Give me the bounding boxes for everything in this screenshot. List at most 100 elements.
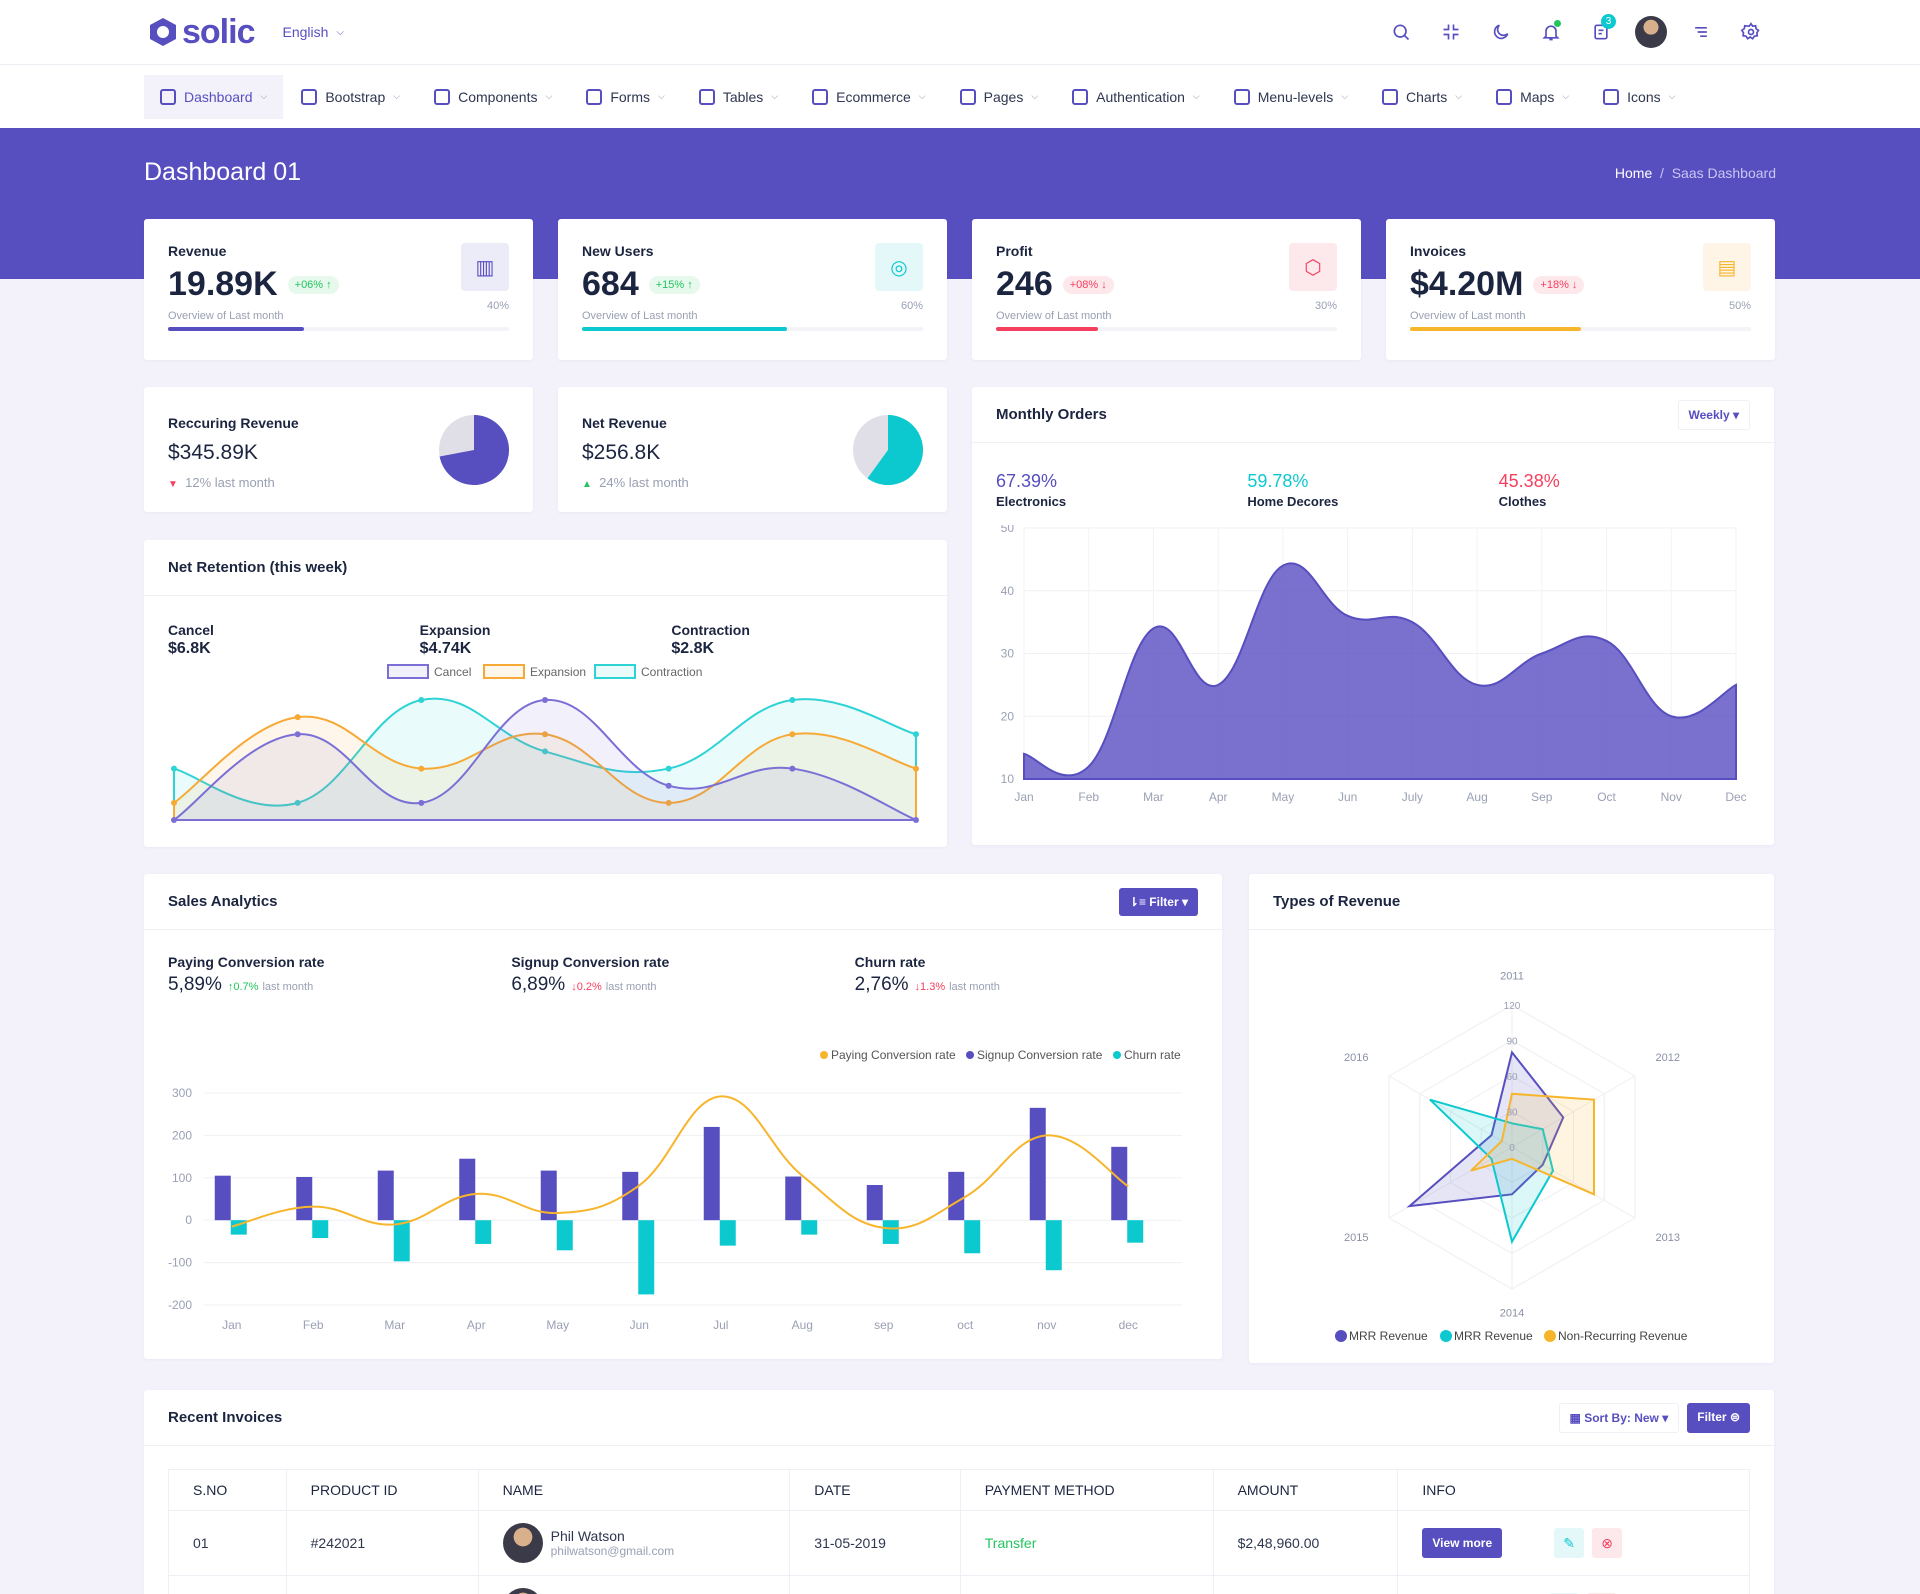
net-retention-card: Net Retention (this week) Cancel $6.8K Exp… bbox=[144, 540, 947, 847]
x-tick-label: Aug bbox=[1466, 790, 1487, 804]
legend-label: Signup Conversion rate bbox=[977, 1048, 1103, 1062]
x-tick-label: Jun bbox=[1338, 790, 1357, 804]
nav-icons[interactable]: Icons ⌵ bbox=[1587, 75, 1691, 119]
view-more-button[interactable]: View more bbox=[1422, 1528, 1503, 1558]
data-point bbox=[913, 765, 919, 772]
nav-dashboard[interactable]: Dashboard ⌵ bbox=[144, 74, 284, 119]
nav-charts[interactable]: Charts ⌵ bbox=[1366, 75, 1478, 119]
stat-caption: Overview of Last month bbox=[582, 310, 698, 322]
stat-value: 684 bbox=[582, 265, 639, 303]
data-point bbox=[171, 765, 177, 772]
x-tick-label: Sep bbox=[1531, 790, 1553, 804]
types-of-revenue-card: Types of Revenue 2011 2012 2013 2014 2015 201… bbox=[1249, 874, 1774, 1363]
nav-bootstrap[interactable]: Bootstrap ⌵ bbox=[285, 75, 416, 119]
bar-churn-rate bbox=[882, 1220, 899, 1244]
dark-mode-button[interactable] bbox=[1476, 12, 1526, 52]
cell-info: View more ✎ ⊗ bbox=[1397, 1510, 1750, 1576]
data-point bbox=[542, 697, 548, 703]
language-selector[interactable]: English ⌵ bbox=[282, 24, 344, 40]
user-menu[interactable] bbox=[1626, 12, 1676, 52]
legend-label: MRR Revenue bbox=[1454, 1329, 1533, 1343]
monthly-orders-card: Monthly Orders Weekly ▾ 67.39% Electronics… bbox=[972, 387, 1774, 845]
kpi-change: ↑0.7% bbox=[227, 981, 259, 993]
nav-forms[interactable]: Forms ⌵ bbox=[570, 75, 681, 119]
nav-tables[interactable]: Tables ⌵ bbox=[683, 75, 794, 119]
card-value: $256.8K bbox=[582, 441, 661, 464]
y-tick-label: 100 bbox=[172, 1171, 192, 1185]
column-header: PRODUCT ID bbox=[285, 1469, 479, 1511]
nav-label: Pages bbox=[983, 88, 1024, 105]
brand-logo[interactable]: solic bbox=[148, 13, 255, 52]
kpi-item: 59.78% Home Decores bbox=[1247, 467, 1498, 509]
search-button[interactable] bbox=[1376, 12, 1426, 52]
sales-analytics-card: Sales Analytics ⇂≡ Filter ▾ Paying Conver… bbox=[144, 874, 1222, 1359]
nav-authentication[interactable]: Authentication ⌵ bbox=[1056, 75, 1216, 119]
card-value: $345.89K bbox=[168, 441, 258, 464]
x-tick-label: Jan bbox=[222, 1318, 241, 1332]
kpi-label: Clothes bbox=[1498, 494, 1547, 509]
kpi-item: Expansion $4.74K bbox=[420, 622, 672, 658]
cell-product-id bbox=[285, 1575, 479, 1594]
stat-card-profit: Profit 246 +08% ↓ Overview of Last month 30%… bbox=[972, 219, 1361, 360]
column-header: NAME bbox=[477, 1469, 791, 1511]
radar-tick-label: 60 bbox=[1506, 1072, 1518, 1083]
kpi-label: Electronics bbox=[996, 494, 1067, 509]
messages-button[interactable]: 3 bbox=[1576, 12, 1626, 52]
stat-label: Profit bbox=[996, 243, 1033, 259]
x-tick-label: Oct bbox=[1597, 790, 1616, 804]
box-icon: ⬡ bbox=[1289, 243, 1337, 291]
fullscreen-button[interactable] bbox=[1426, 12, 1476, 52]
x-tick-label: Jul bbox=[713, 1318, 728, 1332]
edit-icon[interactable]: ✎ bbox=[1554, 1528, 1585, 1558]
note-icon bbox=[1594, 24, 1608, 40]
chevron-down-icon: ⌵ bbox=[545, 91, 553, 101]
nav-components[interactable]: Components ⌵ bbox=[418, 75, 568, 119]
cell-date bbox=[789, 1575, 961, 1594]
bar-churn-rate bbox=[1127, 1220, 1144, 1243]
legend-swatch bbox=[483, 664, 525, 679]
nav-label: Dashboard bbox=[184, 88, 253, 105]
recurring-revenue-card: Reccuring Revenue $345.89K ▼ 12% last mo… bbox=[144, 387, 533, 512]
nav-ecommerce[interactable]: Ecommerce ⌵ bbox=[796, 75, 942, 119]
nav-label: Forms bbox=[610, 88, 650, 105]
legend-label: MRR Revenue bbox=[1349, 1329, 1428, 1343]
filter-button[interactable]: ⇂≡ Filter ▾ bbox=[1118, 887, 1198, 916]
nav-label: Bootstrap bbox=[325, 88, 386, 105]
delete-icon[interactable]: ⊗ bbox=[1592, 1528, 1623, 1558]
dashboard-icon bbox=[160, 88, 176, 105]
nav-label: Icons bbox=[1627, 88, 1661, 105]
y-tick-label: 0 bbox=[185, 1213, 192, 1227]
cell-payment-method bbox=[959, 1575, 1214, 1594]
breadcrumb-home[interactable]: Home bbox=[1614, 164, 1653, 181]
change-badge: +15% ↑ bbox=[648, 275, 700, 294]
pie-slice-value bbox=[867, 415, 923, 485]
nav-label: Charts bbox=[1406, 88, 1448, 105]
card-title: Net Retention (this week) bbox=[168, 559, 348, 576]
legend-label: Expansion bbox=[530, 665, 586, 679]
weekly-dropdown[interactable]: Weekly ▾ bbox=[1677, 399, 1750, 430]
stat-caption: Overview of Last month bbox=[168, 310, 284, 322]
customer-name: Phil Watson bbox=[550, 1528, 625, 1544]
card-title: Types of Revenue bbox=[1273, 893, 1401, 910]
kpi-suffix: last month bbox=[949, 981, 1000, 993]
sort-dropdown[interactable]: ▦ Sort By: New ▾ bbox=[1558, 1402, 1680, 1433]
settings-button[interactable] bbox=[1726, 12, 1776, 52]
notification-dot bbox=[1554, 20, 1561, 27]
x-tick-label: Feb bbox=[1078, 790, 1099, 804]
nav-menu-levels[interactable]: Menu-levels ⌵ bbox=[1218, 75, 1364, 119]
bar-churn-rate bbox=[475, 1220, 492, 1244]
menu-button[interactable] bbox=[1676, 12, 1726, 52]
menu-lines-icon bbox=[1695, 27, 1707, 37]
stat-percent: 50% bbox=[1728, 300, 1751, 312]
nav-maps[interactable]: Maps ⌵ bbox=[1480, 75, 1585, 119]
data-point bbox=[418, 697, 425, 703]
cell-sno bbox=[168, 1575, 287, 1594]
kpi-value: 2,76% bbox=[854, 974, 909, 995]
notifications-button[interactable] bbox=[1526, 12, 1576, 52]
hexagon-logo-icon bbox=[150, 18, 176, 46]
radar-series bbox=[1429, 1098, 1555, 1245]
bar-churn-rate bbox=[393, 1220, 410, 1262]
data-point bbox=[171, 799, 177, 806]
invoices-filter-button[interactable]: Filter ⊜ bbox=[1687, 1402, 1750, 1433]
nav-pages[interactable]: Pages ⌵ bbox=[944, 75, 1055, 119]
